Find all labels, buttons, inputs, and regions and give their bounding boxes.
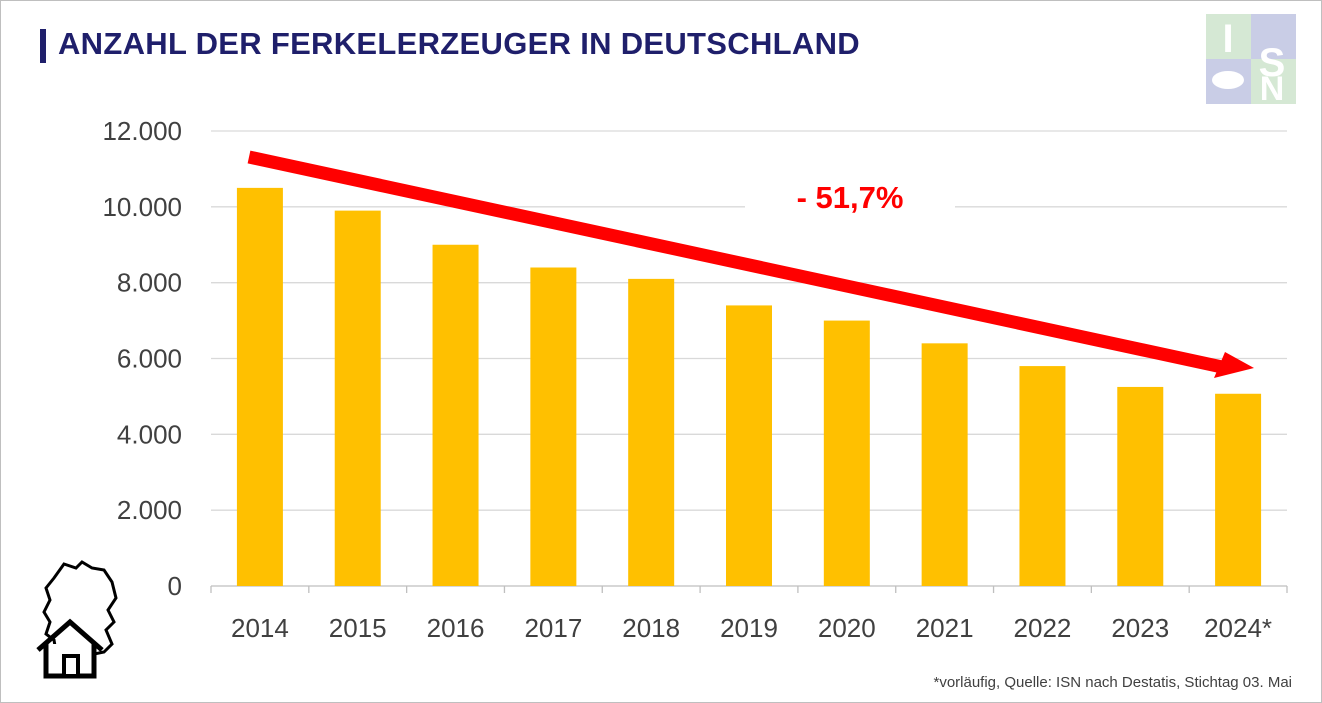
x-tick-label: 2016 (427, 613, 485, 643)
bar-2016 (432, 244, 479, 586)
bar-2014 (236, 187, 283, 586)
y-tick-label: 4.000 (117, 419, 182, 449)
y-tick-label: 12.000 (102, 116, 182, 146)
x-tick-label: 2015 (329, 613, 387, 643)
bar-2024 (1215, 393, 1262, 586)
x-axis-ticks: 2014 2015 2016 2017 2018 2019 2020 2021 2022 2023… (210, 586, 1288, 643)
trend-arrow (247, 150, 1224, 374)
x-tick-label: 2014 (231, 613, 289, 643)
y-tick-label: 8.000 (117, 268, 182, 298)
bar-2022 (1019, 366, 1066, 586)
x-tick-label: 2020 (818, 613, 876, 643)
annotation-text: - 51,7% (797, 180, 904, 215)
isn-logo-icon: I S N (1206, 14, 1296, 104)
svg-text:I: I (1222, 17, 1233, 61)
bar-2015 (334, 210, 381, 586)
x-tick-label: 2023 (1111, 613, 1169, 643)
x-tick-label: 2017 (524, 613, 582, 643)
x-tick-label: 2018 (622, 613, 680, 643)
y-tick-label: 0 (168, 571, 182, 601)
y-tick-label: 2.000 (117, 495, 182, 525)
germany-map-house-icon (36, 560, 118, 679)
bar-2019 (726, 305, 772, 586)
svg-text:S: S (1259, 41, 1286, 85)
chart-title: ANZAHL DER FERKELERZEUGER IN DEUTSCHLAND (58, 26, 860, 61)
y-tick-label: 6.000 (117, 344, 182, 374)
annotation-background (745, 172, 955, 218)
x-tick-label: 2021 (916, 613, 974, 643)
x-tick-label: 2019 (720, 613, 778, 643)
bars (236, 187, 1262, 586)
bar-2017 (530, 267, 577, 586)
bar-2020 (823, 320, 870, 586)
svg-text:N: N (1260, 70, 1285, 104)
bar-2023 (1117, 386, 1164, 586)
x-tick-label: 2022 (1014, 613, 1072, 643)
y-axis-ticks: 0 2.000 4.000 6.000 8.000 10.000 12.000 (102, 116, 182, 601)
title-accent-bar (40, 29, 46, 63)
bar-2018 (628, 278, 675, 586)
x-tick-label: 2024* (1204, 613, 1272, 643)
trend-arrow-head (1214, 352, 1254, 378)
bar-2021 (921, 343, 968, 586)
y-tick-label: 10.000 (102, 192, 182, 222)
source-footnote: *vorläufig, Quelle: ISN nach Destatis, S… (933, 674, 1292, 691)
